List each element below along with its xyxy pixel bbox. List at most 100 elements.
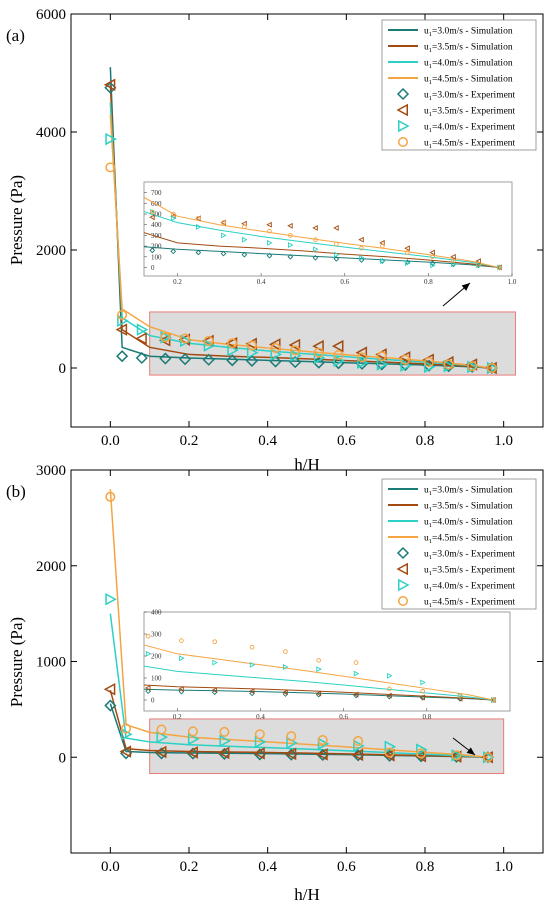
x-tick-label: 0.6 [337,859,356,875]
legend-label-0: u1=3.0m/s - Simulation [424,486,513,498]
main-point-7-9 [384,747,395,758]
legend-label-base: u [424,91,429,101]
inset-x-tick-label: 0.2 [173,278,182,286]
inset-point-7-7 [387,686,392,692]
main-point-7-17 [486,363,497,373]
x-axis-label: h/H [294,455,320,474]
y-tick-label: 6000 [36,7,66,23]
main-point-7-6 [246,340,257,351]
y-tick-label: 2000 [36,559,66,575]
main-point-5-0 [103,683,116,696]
main-point-5-2 [154,745,167,759]
inset-point-4-4 [241,251,248,258]
main-point-7-14 [423,357,434,368]
inset-point-5-3 [248,688,255,695]
panel-label: (a) [6,26,25,45]
legend-marker-6 [398,119,410,133]
main-point-7-8 [290,345,301,356]
legend-label-sub: 1 [429,143,432,150]
main-point-7-6 [286,731,297,742]
x-tick-label: 1.0 [494,433,513,449]
legend-label-rest: =3.5m/s - Simulation [432,43,513,53]
inset-point-6-0 [145,650,152,657]
inset-point-7-6 [353,660,359,665]
main-point-5-12 [355,346,368,359]
legend-label-base: u [424,566,429,576]
inset-y-tick-label: 700 [151,189,162,197]
main-point-4-4 [179,353,192,366]
inset-point-4-7 [312,255,319,261]
legend: u1=3.0m/s - Simulation u 1 =3.5m/s - Simula… [381,478,537,610]
legend-marker-5 [396,103,408,117]
inset-x-tick-label: 0.8 [422,713,431,721]
inset-point-4-5 [266,252,273,259]
main-point-5-5 [253,747,265,760]
main-point-7-1 [117,309,128,320]
inset-point-6-8 [420,679,426,686]
main-point-6-11 [333,354,346,368]
inset-point-6-12 [430,262,436,269]
legend-label-4: u1=3.0m/s - Experiment [424,550,516,562]
inset-point-7-7 [313,237,318,243]
y-axis-label: Pressure (Pa) [7,617,26,707]
legend-label-base: u [424,534,429,544]
main-point-5-1 [115,323,128,336]
main-point-7-5 [254,729,265,740]
inset-point-4-0 [145,688,151,695]
inset-point-4-6 [287,253,294,260]
main-point-7-15 [443,359,454,370]
legend-marker-4 [396,546,410,560]
y-tick-label: 2000 [36,243,66,259]
main-point-4-6 [226,354,239,367]
inset-point-7-4 [283,649,288,654]
main-point-6-4 [219,734,231,748]
inset-point-7-3 [249,644,255,650]
inset-frame [143,611,511,712]
inset-point-5-8 [333,224,339,231]
legend-label-sub: 1 [429,602,432,609]
main-point-7-2 [156,724,167,735]
x-tick-label: 0.2 [180,433,199,449]
inset-y-tick-label: 300 [151,232,162,240]
main-point-4-8 [269,355,282,368]
main-point-6-8 [353,739,365,753]
inset-point-6-1 [170,215,177,222]
legend-marker-7 [398,596,408,606]
main-point-7-5 [227,338,238,349]
legend-label-rest: =3.5m/s - Simulation [432,502,513,512]
x-tick-label: 0.6 [337,433,356,449]
legend-label-7: u1=4.5m/s - Experiment [424,139,516,151]
inset-x-tick-label: 0.8 [424,278,433,286]
inset-point-6-7 [313,246,319,253]
legend-label-sub: 1 [429,47,432,54]
inset-point-7-9 [457,693,463,698]
legend-label-rest: =3.0m/s - Experiment [432,550,516,560]
main-point-6-15 [423,360,436,374]
axes-frame [70,13,544,428]
legend-label-base: u [424,107,429,117]
inset-y-tick-label: 400 [151,609,162,617]
arrow [452,737,476,756]
legend-label-4: u1=3.0m/s - Experiment [424,91,516,103]
main-point-7-10 [416,748,427,759]
axes-frame [70,469,544,854]
inset-point-7-3 [221,220,226,225]
inset-point-7-0 [145,633,151,639]
legend-label-rest: =4.5m/s - Simulation [432,75,513,85]
inset-y-tick-label: 200 [151,243,162,251]
legend-marker-5 [396,562,408,576]
main-point-6-10 [416,743,428,756]
inset-point-7-11 [405,250,410,255]
legend-label-2: u1=4.0m/s - Simulation [424,59,513,71]
inset-point-5-7 [312,224,318,231]
legend-label-base: u [424,43,429,53]
inset-point-7-8 [420,688,425,694]
inset-point-7-2 [212,639,218,645]
inset-point-7-15 [497,265,502,270]
legend-label-0: u1=3.0m/s - Simulation [424,27,513,39]
main-point-5-8 [351,748,364,762]
inset-point-5-6 [287,222,293,229]
legend-label-base: u [424,518,429,528]
inset-point-5-6 [352,691,359,698]
